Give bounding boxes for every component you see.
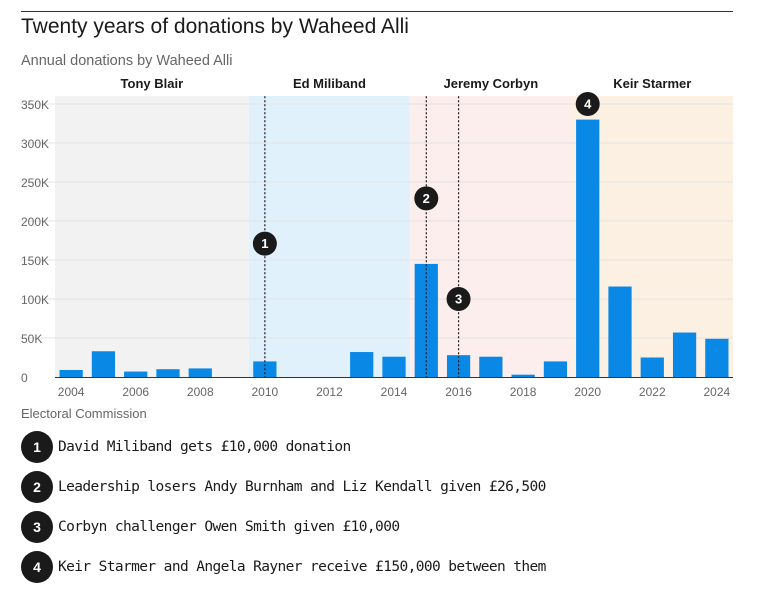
bar (672, 332, 697, 377)
y-tick-label: 200K (21, 215, 49, 229)
note-item: 3 Corbyn challenger Owen Smith given £10… (21, 511, 400, 543)
bar (479, 356, 503, 377)
y-tick-label: 0 (21, 371, 28, 385)
chart-title: Twenty years of donations by Waheed Alli (21, 15, 409, 38)
bar (59, 369, 83, 377)
bar-chart: Tony Blair Ed Miliband Jeremy Corbyn Keir S… (20, 76, 733, 399)
annotation-number: 2 (423, 191, 430, 206)
source-label: Electoral Commission (21, 406, 147, 421)
y-tick-label: 350K (21, 98, 49, 112)
bar (640, 357, 664, 377)
y-tick-label: 150K (21, 254, 49, 268)
bar (91, 351, 116, 377)
annotation-marker (575, 92, 600, 116)
y-tick-label: 50K (21, 332, 42, 346)
note-text: David Miliband gets £10,000 donation (58, 439, 351, 455)
y-tick-label: 100K (21, 293, 49, 307)
note-number-badge: 2 (21, 471, 53, 503)
note-text: Leadership losers Andy Burnham and Liz K… (58, 479, 546, 495)
annotation-number: 3 (455, 292, 462, 307)
bar (382, 356, 406, 377)
note-number-badge: 1 (21, 431, 53, 463)
note-number-badge: 3 (21, 511, 53, 543)
note-item: 2 Leadership losers Andy Burnham and Liz… (21, 471, 546, 503)
chart-subtitle: Annual donations by Waheed Alli (21, 53, 233, 69)
era-band (55, 96, 249, 377)
x-tick-label: 2020 (574, 385, 601, 399)
bar (350, 352, 374, 377)
bar (543, 361, 568, 377)
x-tick-label: 2018 (510, 385, 537, 399)
era-label: Jeremy Corbyn (444, 76, 539, 91)
bar (188, 368, 212, 377)
note-text: Keir Starmer and Angela Rayner receive £… (58, 559, 546, 575)
note-text: Corbyn challenger Owen Smith given £10,0… (58, 519, 400, 535)
note-item: 1 David Miliband gets £10,000 donation (21, 431, 351, 463)
bar (576, 119, 600, 377)
x-tick-label: 2014 (381, 385, 408, 399)
bar (608, 286, 632, 377)
bar (124, 371, 148, 377)
annotation-number: 4 (584, 97, 592, 112)
bar (511, 374, 535, 377)
note-number-badge: 4 (21, 551, 53, 583)
era-label: Keir Starmer (613, 76, 691, 91)
annotation-marker (252, 231, 277, 256)
era-label: Ed Miliband (293, 76, 366, 91)
x-tick-label: 2008 (187, 385, 214, 399)
note-item: 4 Keir Starmer and Angela Rayner receive… (21, 551, 546, 583)
era-label: Tony Blair (121, 76, 184, 91)
bar (156, 369, 180, 377)
x-tick-label: 2012 (316, 385, 343, 399)
bar (705, 338, 729, 377)
y-tick-label: 300K (21, 137, 49, 151)
y-tick-label: 250K (21, 176, 49, 190)
annotation-marker (446, 287, 471, 311)
annotation-marker (414, 186, 439, 211)
x-tick-label: 2006 (122, 385, 149, 399)
annotation-number: 1 (261, 236, 268, 251)
x-tick-label: 2024 (704, 385, 731, 399)
x-tick-label: 2004 (58, 385, 85, 399)
x-tick-label: 2016 (445, 385, 472, 399)
top-rule (21, 11, 733, 12)
x-tick-label: 2022 (639, 385, 666, 399)
x-tick-label: 2010 (252, 385, 279, 399)
